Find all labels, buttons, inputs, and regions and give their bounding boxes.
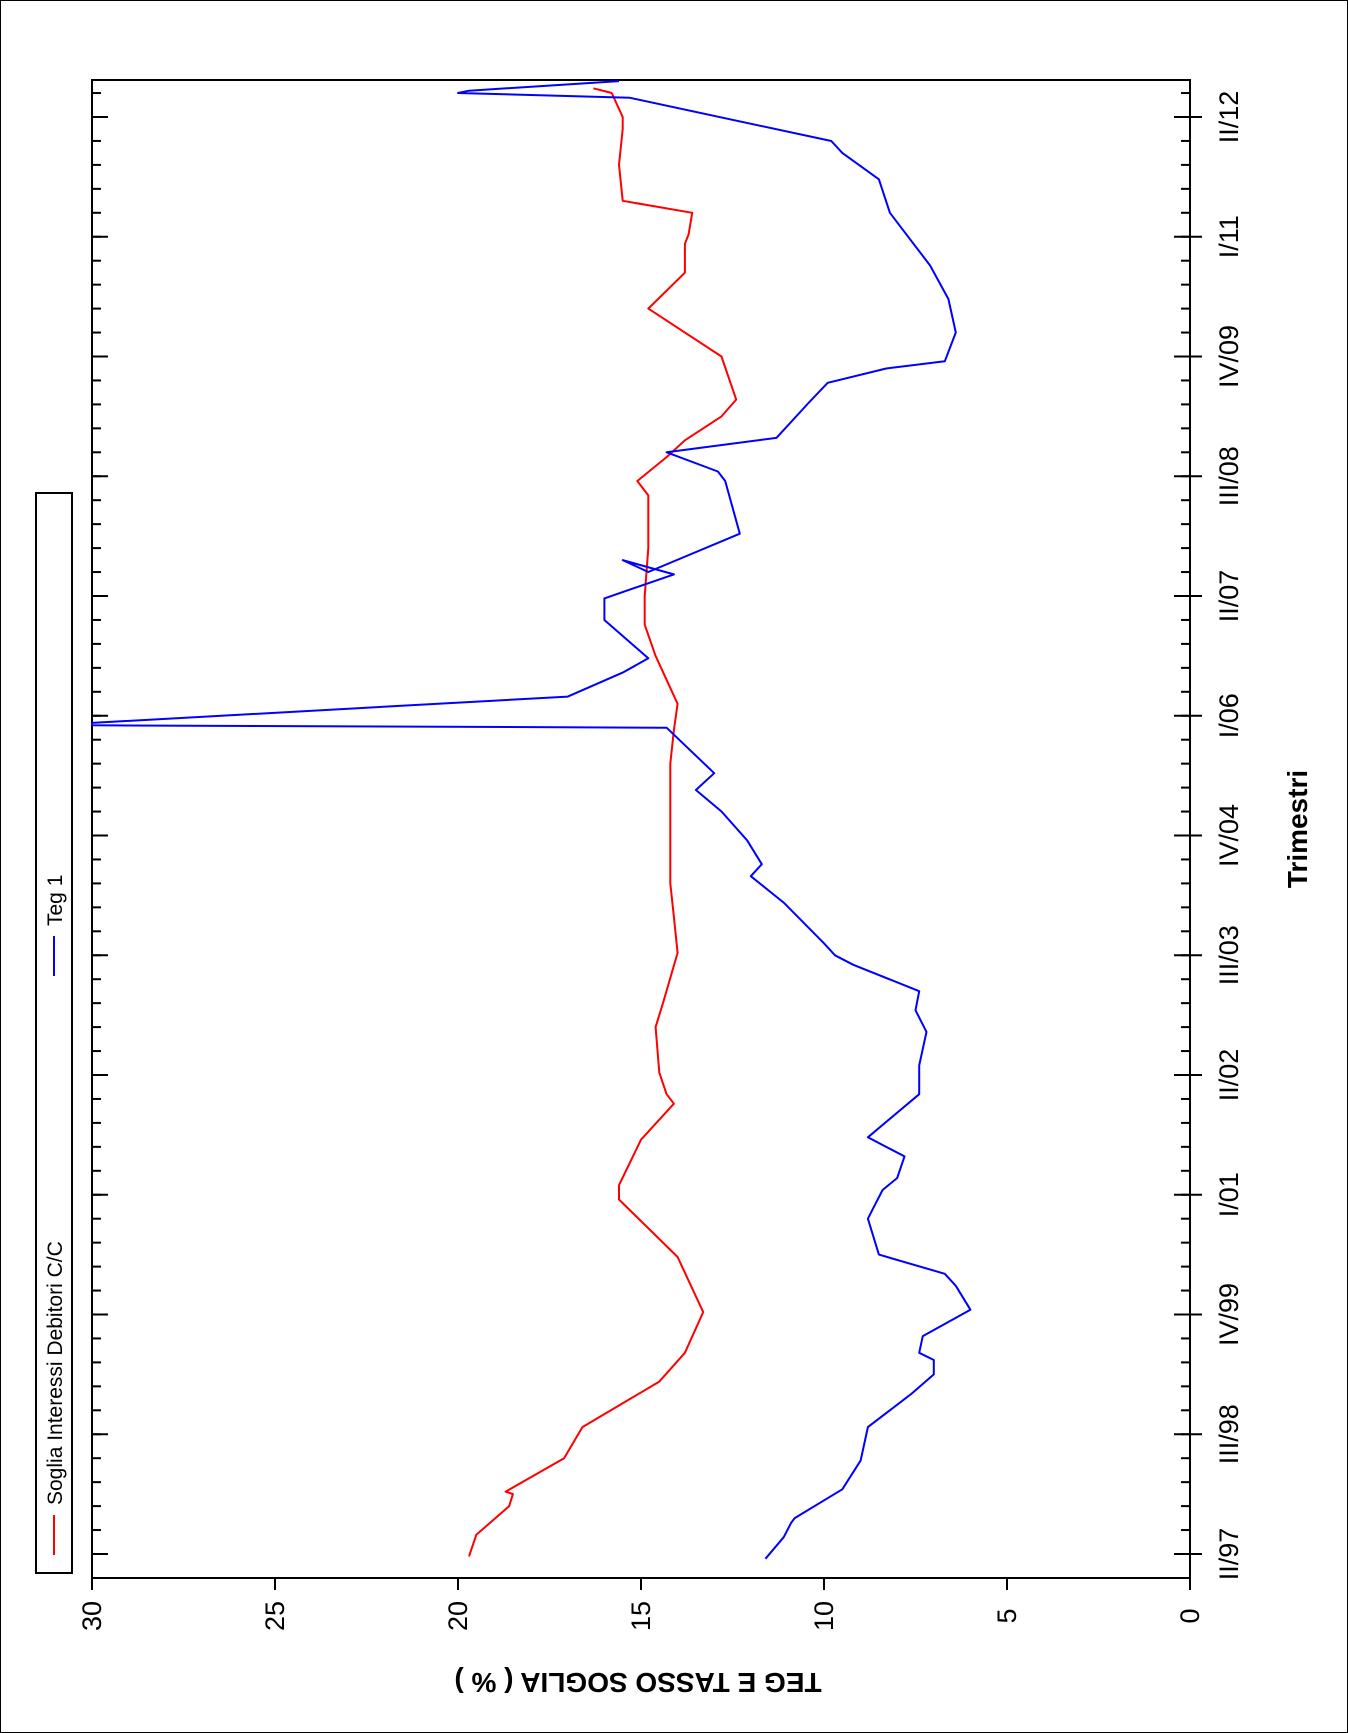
y-tick-label: 30 [77, 1601, 107, 1631]
x-tick-label: III/03 [1214, 925, 1244, 985]
x-axis-ticks: II/97 III/98 IV/99 I/01 II/02 III/03 IV/04 I/06… [92, 91, 1244, 1581]
x-tick-label: I/06 [1214, 693, 1244, 738]
x-tick-label: II/97 [1214, 1528, 1244, 1581]
x-tick-label: II/07 [1214, 570, 1244, 623]
x-axis-title: Trimestri [1282, 770, 1313, 888]
y-axis-title: TEG E TASSO SOGLIA ( % ) [454, 1667, 821, 1698]
x-tick-label: IV/99 [1214, 1283, 1244, 1346]
x-tick-label: II/02 [1214, 1049, 1244, 1102]
x-tick-label: II/12 [1214, 91, 1244, 144]
series-line-teg [91, 80, 972, 1560]
legend-box [35, 492, 73, 1574]
x-tick-label: IV/09 [1214, 325, 1244, 388]
y-tick-label: 20 [443, 1601, 473, 1631]
y-tick-label: 0 [1175, 1608, 1205, 1623]
y-tick-label: 15 [626, 1601, 656, 1631]
x-tick-label: I/01 [1214, 1172, 1244, 1217]
x-tick-label: III/08 [1214, 446, 1244, 506]
x-tick-label: III/98 [1214, 1404, 1244, 1464]
y-tick-label: 25 [260, 1601, 290, 1631]
y-tick-label: 10 [809, 1601, 839, 1631]
plot-area [91, 79, 1191, 1579]
series-layer [91, 80, 972, 1560]
x-tick-label: I/11 [1214, 215, 1244, 258]
x-tick-label: IV/04 [1214, 804, 1244, 867]
series-line-soglia [468, 87, 738, 1557]
y-axis-ticks: 0 5 10 15 20 25 30 [77, 1578, 1205, 1631]
legend-label-teg: Teg 1 [44, 875, 67, 926]
y-tick-label: 5 [992, 1608, 1022, 1623]
legend-label-soglia: Soglia Interessi Debitori C/C [44, 1241, 67, 1505]
legend: Soglia Interessi Debitori C/C Teg 1 [35, 492, 73, 1574]
